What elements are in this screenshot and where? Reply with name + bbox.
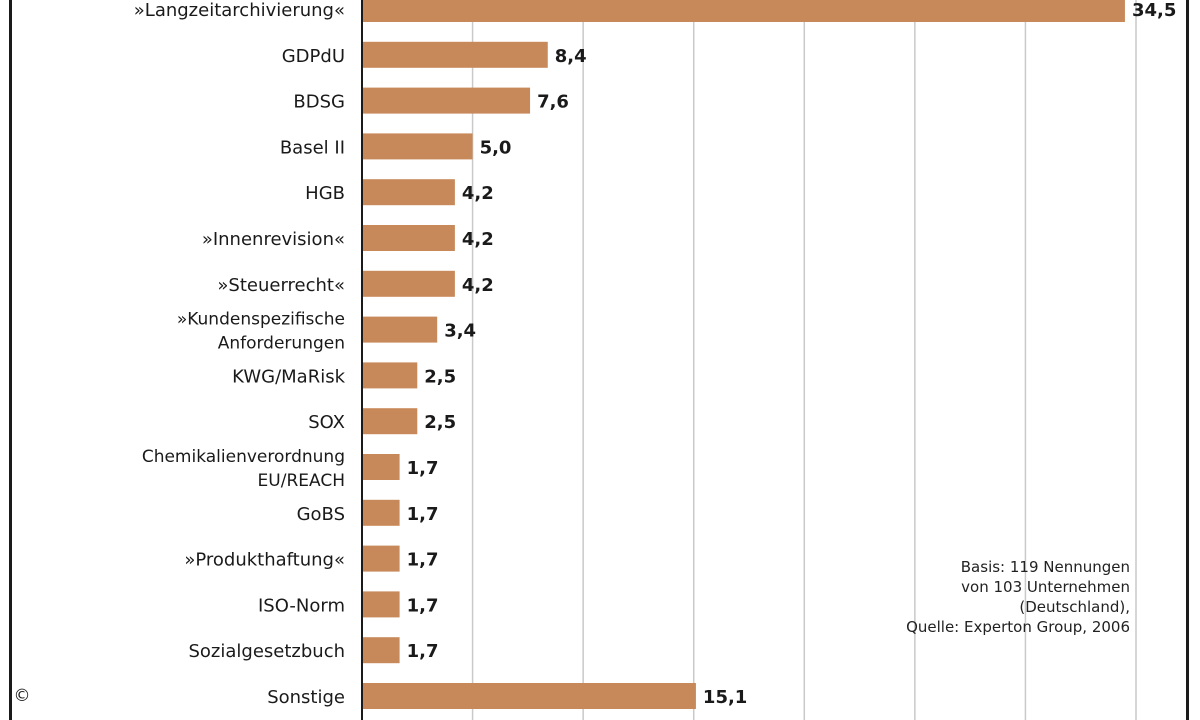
copyright-icon: © — [13, 686, 31, 706]
category-label: »Kundenspezifische Anforderungen — [177, 310, 345, 354]
bar — [362, 225, 455, 251]
category-label: Sonstige — [267, 687, 345, 708]
category-label: HGB — [305, 183, 345, 204]
bar-value-label: 1,7 — [407, 595, 439, 616]
bar-value-label: 4,2 — [462, 229, 494, 250]
source-note-line: Quelle: Experton Group, 2006 — [906, 618, 1130, 636]
bar — [362, 362, 418, 389]
category-label: Sozialgesetzbuch — [188, 641, 345, 662]
value-labels: 34,5 8,4 7,6 5,0 4,2 4,2 4,2 3,4 2,5 2,5 1,7 1,7 1,7… — [407, 0, 1177, 708]
bar — [362, 316, 438, 343]
category-label: BDSG — [293, 92, 345, 113]
bar — [362, 41, 548, 68]
category-label: KWG/MaRisk — [232, 366, 345, 387]
bar — [362, 545, 400, 572]
category-label: GDPdU — [282, 46, 345, 67]
category-label: »Steuerrecht« — [217, 275, 345, 296]
bar — [362, 499, 400, 526]
bar — [362, 133, 473, 160]
bar-value-label: 1,7 — [407, 458, 439, 479]
bar-value-label: 3,4 — [444, 321, 476, 342]
bar — [362, 683, 696, 709]
bar — [362, 0, 1125, 22]
category-label: »Innenrevision« — [202, 229, 345, 250]
source-note-line: Basis: 119 Nennungen — [960, 558, 1130, 576]
bar — [362, 637, 400, 664]
category-label: SOX — [308, 412, 345, 433]
grid-lines — [471, 0, 1137, 720]
source-note-line: von 103 Unternehmen — [961, 578, 1130, 596]
bars — [362, 0, 1125, 709]
category-label: Basel II — [280, 137, 345, 158]
category-label: Chemikalienverordnung EU/REACH — [142, 447, 345, 491]
bar-value-label: 2,5 — [424, 366, 456, 387]
bar — [362, 591, 400, 618]
bar-value-label: 8,4 — [555, 46, 587, 67]
bar — [362, 454, 400, 480]
bar-value-label: 4,2 — [462, 275, 494, 296]
frame-border-right — [1186, 0, 1189, 720]
bar-value-label: 5,0 — [480, 137, 512, 158]
source-note-line: (Deutschland), — [1019, 598, 1130, 616]
bar — [362, 408, 418, 435]
bar-value-label: 1,7 — [407, 641, 439, 662]
bar-value-label: 34,5 — [1132, 0, 1176, 21]
source-note: Basis: 119 Nennungen von 103 Unternehmen… — [810, 557, 1130, 637]
category-label: ISO-Norm — [258, 595, 345, 616]
bar — [362, 179, 455, 206]
category-label: »Langzeitarchivierung« — [134, 0, 345, 21]
bar — [362, 270, 455, 297]
bar-value-label: 7,6 — [537, 92, 569, 113]
bar-value-label: 2,5 — [424, 412, 456, 433]
frame-border-left — [9, 0, 12, 720]
bar-value-label: 4,2 — [462, 183, 494, 204]
bar — [362, 87, 531, 114]
bar-value-label: 1,7 — [407, 504, 439, 525]
category-label: GoBS — [297, 504, 345, 525]
bar-value-label: 1,7 — [407, 550, 439, 571]
category-labels: »Langzeitarchivierung« GDPdU BDSG Basel II H… — [134, 0, 346, 708]
category-label: »Produkthaftung« — [184, 550, 345, 571]
bar-value-label: 15,1 — [703, 687, 747, 708]
